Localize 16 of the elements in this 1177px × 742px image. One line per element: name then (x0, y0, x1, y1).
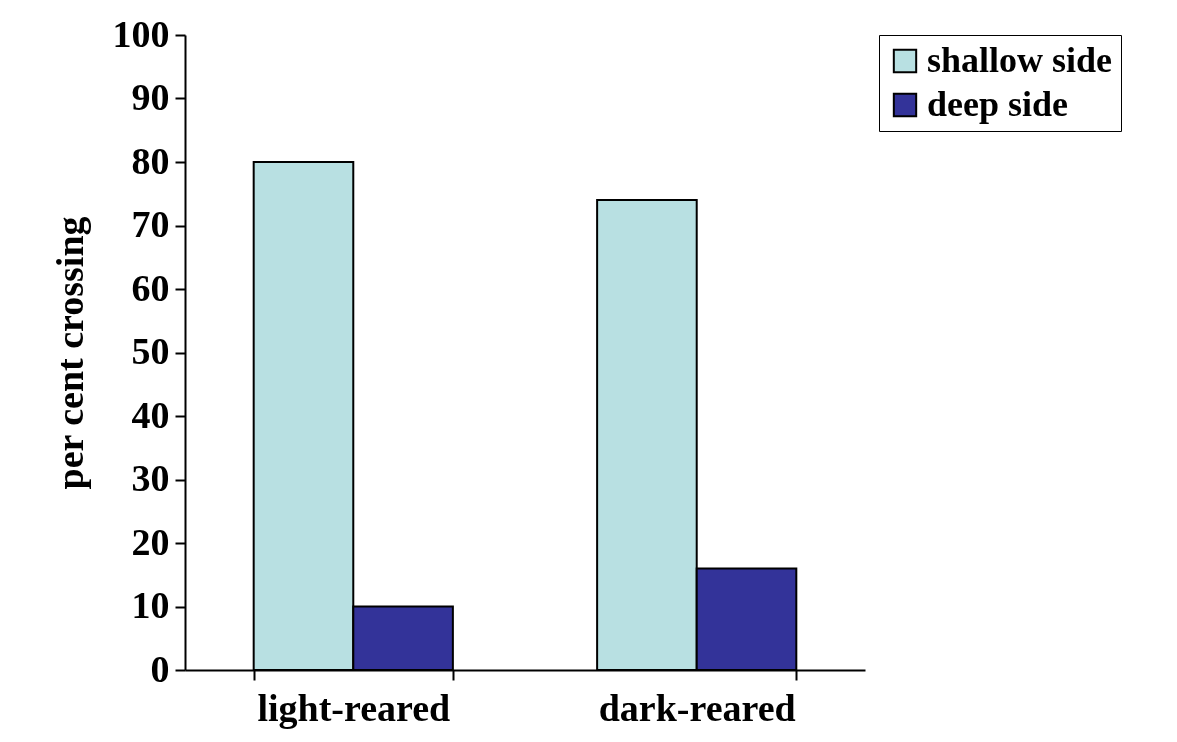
y-tick-label: 100 (112, 12, 170, 55)
x-tick-label: dark-reared (598, 686, 796, 729)
y-tick-label: 50 (131, 330, 170, 372)
y-tick-label: 80 (131, 139, 170, 182)
x-tick-label: light-reared (257, 686, 451, 729)
y-tick-label: 20 (131, 520, 170, 563)
y-tick-label: 60 (131, 266, 170, 309)
y-tick-label: 0 (150, 647, 170, 690)
y-tick-label: 90 (131, 76, 170, 118)
y-axis-title: per cent crossing (48, 216, 91, 490)
y-tick-label: 40 (131, 393, 170, 436)
y-tick-label: 70 (131, 203, 170, 245)
y-tick-label: 30 (131, 457, 170, 499)
legend-label: shallow side (927, 40, 1113, 80)
y-tick-label: 10 (131, 584, 170, 626)
legend-label: deep side (927, 84, 1069, 124)
